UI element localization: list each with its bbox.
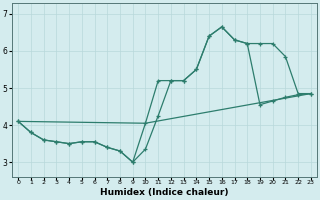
X-axis label: Humidex (Indice chaleur): Humidex (Indice chaleur)	[100, 188, 229, 197]
